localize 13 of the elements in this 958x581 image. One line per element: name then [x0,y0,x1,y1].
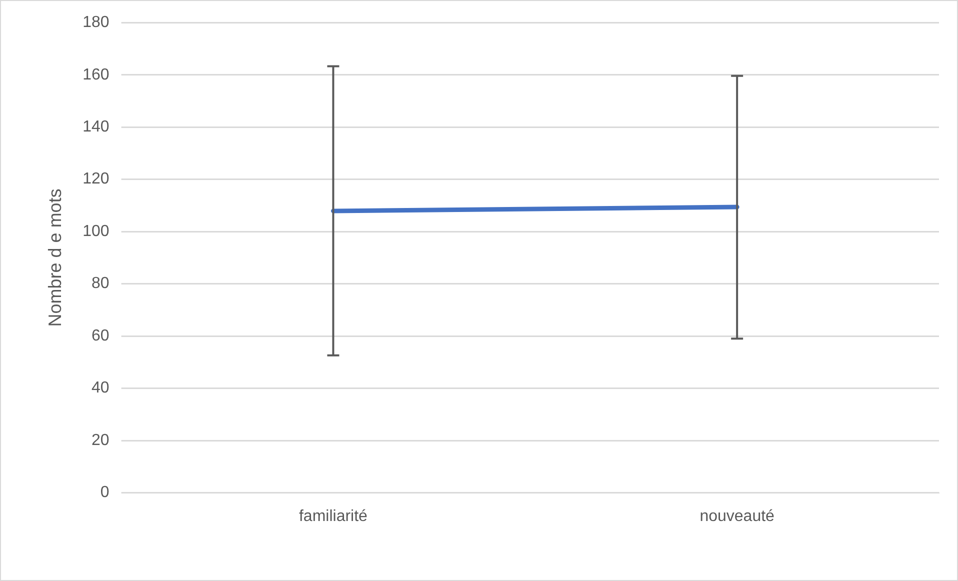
y-tick-label: 180 [82,14,110,32]
x-tick-label: nouveauté [700,508,775,525]
x-tick-label: familiarité [298,508,368,525]
y-tick-label: 60 [92,327,110,344]
y-axis-title: Nombre d e mots [44,188,65,327]
y-tick-label: 20 [92,432,110,449]
y-tick-label: 40 [92,380,110,397]
y-tick-label: 160 [82,66,110,84]
y-tick-label: 0 [100,484,110,502]
y-tick-label: 80 [92,275,110,292]
y-tick-label: 140 [82,118,110,136]
y-tick-label: 120 [82,170,110,188]
y-tick-label: 100 [82,222,110,240]
